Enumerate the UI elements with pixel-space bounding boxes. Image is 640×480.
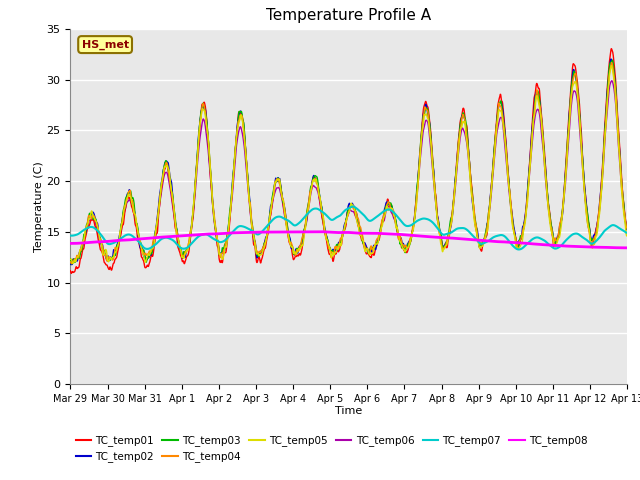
Y-axis label: Temperature (C): Temperature (C) [34, 161, 44, 252]
Legend: TC_temp01, TC_temp02, TC_temp03, TC_temp04, TC_temp05, TC_temp06, TC_temp07, TC_: TC_temp01, TC_temp02, TC_temp03, TC_temp… [76, 435, 588, 462]
Text: HS_met: HS_met [81, 39, 129, 50]
X-axis label: Time: Time [335, 407, 362, 417]
Title: Temperature Profile A: Temperature Profile A [266, 9, 431, 24]
